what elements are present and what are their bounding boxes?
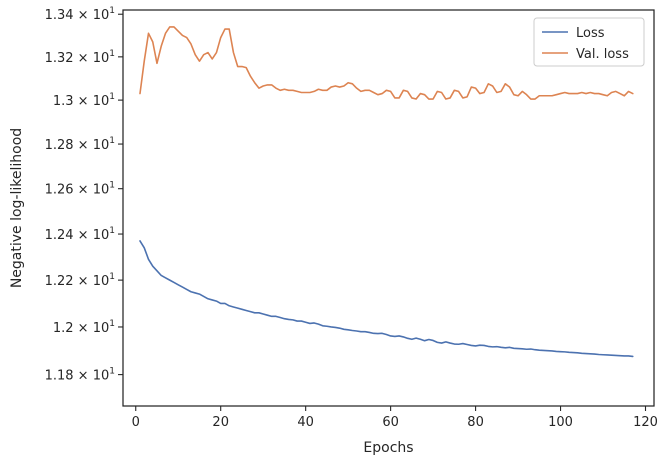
- y-tick-label: 1.3 × 101: [53, 92, 115, 109]
- series-line-loss: [139, 240, 634, 358]
- y-tick-base: 10: [93, 369, 110, 384]
- y-tick-mantissa: 1.32: [45, 51, 74, 66]
- y-tick-exponent: 1: [109, 136, 115, 146]
- y-tick-mantissa: 1.26: [45, 183, 74, 198]
- y-tick-label: 1.32 × 101: [45, 49, 115, 66]
- legend-label-loss: Loss: [576, 26, 605, 41]
- y-tick-base: 10: [93, 51, 110, 66]
- y-tick-exponent: 1: [109, 367, 115, 377]
- y-axis-label: Negative log-likelihood: [9, 128, 25, 288]
- legend-box: [533, 17, 645, 67]
- x-tick-label: 100: [548, 415, 573, 430]
- y-tick-exponent: 1: [109, 226, 115, 236]
- x-tick-label: 0: [132, 415, 140, 430]
- y-tick-mantissa: 1.28: [45, 138, 74, 153]
- y-tick-exponent: 1: [109, 92, 115, 102]
- y-tick-exponent: 1: [109, 319, 115, 329]
- y-tick-label: 1.24 × 101: [45, 226, 115, 243]
- y-tick-exponent: 1: [109, 49, 115, 59]
- y-tick-exponent: 1: [109, 181, 115, 191]
- y-tick-label: 1.34 × 101: [45, 6, 115, 23]
- legend-label-val-loss: Val. loss: [576, 47, 629, 62]
- y-tick-mantissa: 1.18: [45, 369, 74, 384]
- y-tick-label: 1.28 × 101: [45, 136, 115, 153]
- y-tick-base: 10: [93, 228, 110, 243]
- series-group: [139, 26, 634, 358]
- y-tick-base: 10: [93, 274, 110, 289]
- x-tick-label: 60: [382, 415, 399, 430]
- y-tick-mantissa: 1.22: [45, 274, 74, 289]
- legend: Loss Val. loss: [533, 17, 645, 67]
- y-tick-exponent: 1: [109, 6, 115, 16]
- x-tick-label: 40: [297, 415, 314, 430]
- x-axis-ticks: 0 20 40 60 80 100 120: [132, 406, 658, 430]
- y-tick-exponent: 1: [109, 272, 115, 282]
- x-tick-label: 20: [212, 415, 229, 430]
- series-line-val-loss: [139, 26, 634, 100]
- plot-area: [139, 26, 634, 358]
- y-tick-base: 10: [93, 94, 110, 109]
- y-tick-label: 1.2 × 101: [53, 319, 115, 336]
- plot-frame: [122, 9, 655, 407]
- y-tick-label: 1.26 × 101: [45, 181, 115, 198]
- y-tick-mantissa: 1.34: [45, 8, 74, 23]
- y-tick-base: 10: [93, 321, 110, 336]
- y-tick-base: 10: [93, 138, 110, 153]
- y-tick-base: 10: [93, 8, 110, 23]
- x-axis-label: Epochs: [363, 440, 413, 456]
- y-tick-mantissa: 1.3: [53, 94, 74, 109]
- x-tick-label: 80: [467, 415, 484, 430]
- y-tick-mantissa: 1.24: [45, 228, 74, 243]
- y-tick-base: 10: [93, 183, 110, 198]
- y-tick-label: 1.22 × 101: [45, 272, 115, 289]
- y-tick-label: 1.18 × 101: [45, 367, 115, 384]
- x-tick-label: 120: [633, 415, 658, 430]
- y-tick-mantissa: 1.2: [53, 321, 74, 336]
